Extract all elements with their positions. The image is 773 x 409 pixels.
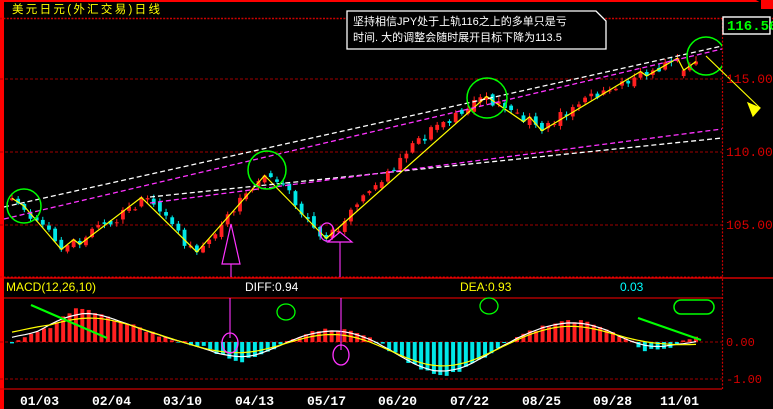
svg-text:07/22: 07/22 [450,394,489,409]
svg-text:05/17: 05/17 [307,394,346,409]
svg-text:110.00: 110.00 [726,145,773,160]
svg-text:01/03: 01/03 [20,394,59,409]
svg-text:03/10: 03/10 [163,394,202,409]
svg-text:MACD(12,26,10): MACD(12,26,10) [6,280,96,294]
svg-text:08/25: 08/25 [522,394,561,409]
svg-text:105.00: 105.00 [726,218,773,233]
svg-text:06/20: 06/20 [378,394,417,409]
svg-text:美元日元(外汇交易)日线: 美元日元(外汇交易)日线 [12,2,162,16]
svg-text:DEA:0.93: DEA:0.93 [460,280,512,294]
svg-text:04/13: 04/13 [235,394,274,409]
svg-text:115.00: 115.00 [726,72,773,87]
svg-text:09/28: 09/28 [593,394,632,409]
svg-text:DIFF:0.94: DIFF:0.94 [245,280,299,294]
svg-text:坚持相信JPY处于上轨116之上的多单只是亏: 坚持相信JPY处于上轨116之上的多单只是亏 [353,14,567,28]
svg-text:116.56: 116.56 [727,19,773,35]
svg-text:11/01: 11/01 [660,394,699,409]
svg-text:-1.00: -1.00 [726,373,762,387]
svg-text:0.03: 0.03 [620,280,644,294]
svg-text:时间. 大的调整会随时展开目标下降为113.5: 时间. 大的调整会随时展开目标下降为113.5 [353,30,562,44]
svg-text:0.00: 0.00 [726,336,755,350]
svg-text:02/04: 02/04 [92,394,131,409]
